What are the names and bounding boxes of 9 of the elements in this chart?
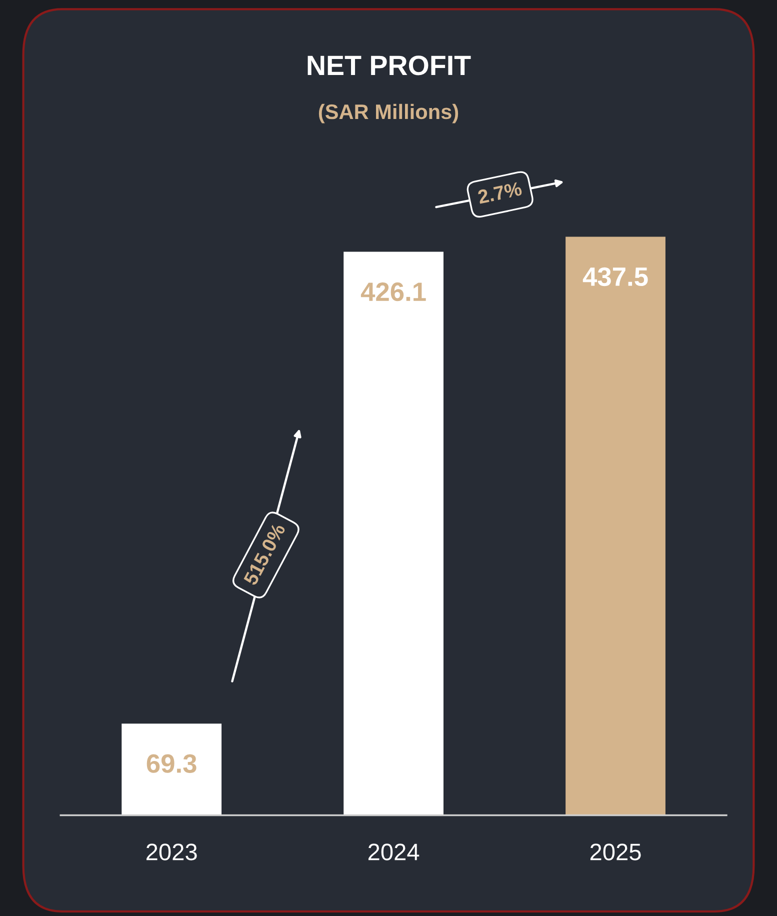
x-tick-label: 2025	[590, 844, 641, 860]
data-label: 426.1	[360, 282, 426, 302]
x-tick-label: 2024	[368, 844, 420, 860]
data-label: 437.5	[582, 267, 648, 286]
chart-title: NET PROFIT	[308, 56, 471, 76]
x-tick-label: 2023	[146, 844, 197, 860]
data-label: 69.3	[146, 754, 196, 773]
text: 2.7%	[477, 182, 522, 204]
chart-subtitle: (SAR Millions)	[318, 104, 458, 124]
